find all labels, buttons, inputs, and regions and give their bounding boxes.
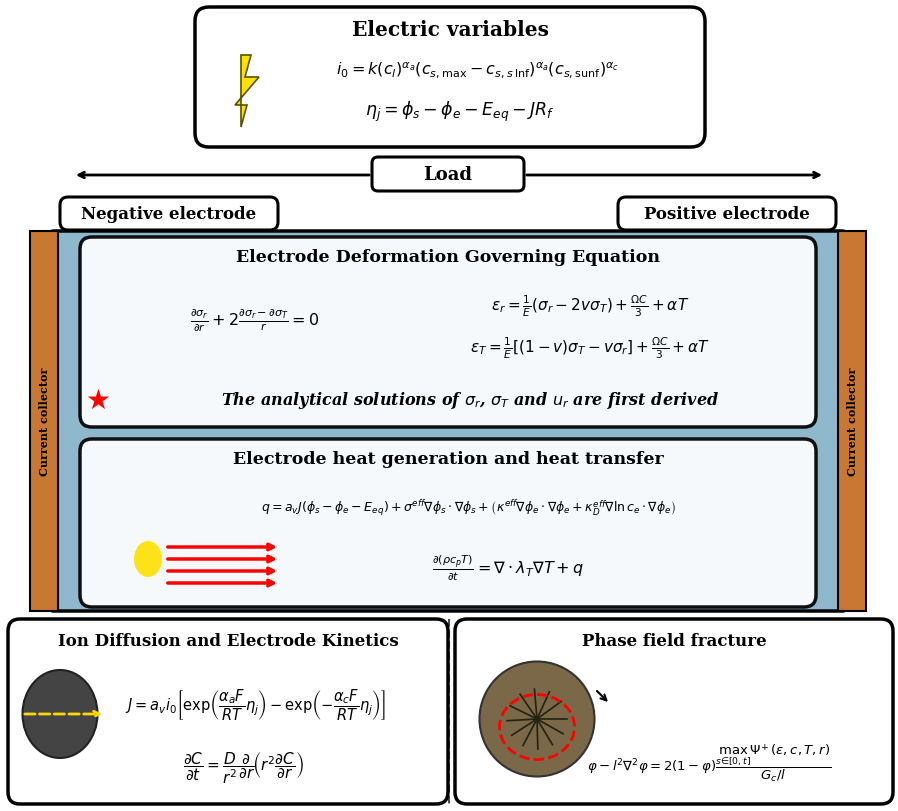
Text: $\eta_j = \phi_s - \phi_e - E_{eq} - JR_f$: $\eta_j = \phi_s - \phi_e - E_{eq} - JR_… <box>365 100 555 124</box>
Text: $\varepsilon_r = \frac{1}{E}(\sigma_r - 2v\sigma_T) + \frac{\Omega C}{3} + \alph: $\varepsilon_r = \frac{1}{E}(\sigma_r - … <box>491 293 689 319</box>
FancyBboxPatch shape <box>455 620 893 804</box>
Text: Phase field fracture: Phase field fracture <box>582 633 766 650</box>
Text: The analytical solutions of $\sigma_r$, $\sigma_T$ and $u_r$ are first derived: The analytical solutions of $\sigma_r$, … <box>221 390 719 411</box>
Text: $\frac{\partial\sigma_r}{\partial r} + 2\frac{\partial\sigma_r - \partial\sigma_: $\frac{\partial\sigma_r}{\partial r} + 2… <box>190 307 320 333</box>
Text: $J = a_v i_0 \left[\exp\!\left(\dfrac{\alpha_a F}{RT}\eta_j\right) - \exp\!\left: $J = a_v i_0 \left[\exp\!\left(\dfrac{\a… <box>126 687 387 722</box>
Bar <box>838 232 866 611</box>
FancyBboxPatch shape <box>60 198 278 230</box>
Text: $q = a_v J(\phi_s - \phi_e - E_{eq}) + \sigma^{eff}\nabla\phi_s \cdot \nabla\phi: $q = a_v J(\phi_s - \phi_e - E_{eq}) + \… <box>260 497 675 517</box>
FancyBboxPatch shape <box>618 198 836 230</box>
FancyBboxPatch shape <box>48 232 848 611</box>
Polygon shape <box>235 56 259 128</box>
FancyBboxPatch shape <box>80 238 816 427</box>
Text: Positive electrode: Positive electrode <box>644 206 810 223</box>
Bar <box>30 232 58 611</box>
FancyBboxPatch shape <box>80 440 816 607</box>
Text: $i_0 = k(c_l)^{\alpha_a}(c_{s,\max} - c_{s,s\,\mathrm{lnf}})^{\alpha_a}(c_{s,\ma: $i_0 = k(c_l)^{\alpha_a}(c_{s,\max} - c_… <box>337 60 620 79</box>
Ellipse shape <box>22 670 98 758</box>
Text: $\dfrac{\partial C}{\partial t} = \dfrac{D}{r^2}\dfrac{\partial}{\partial r}\!\l: $\dfrac{\partial C}{\partial t} = \dfrac… <box>182 749 304 785</box>
FancyBboxPatch shape <box>195 8 705 148</box>
Text: Electrode heat generation and heat transfer: Electrode heat generation and heat trans… <box>233 451 664 468</box>
Text: ★: ★ <box>85 387 110 414</box>
Text: Electric variables: Electric variables <box>351 20 549 40</box>
Text: Current collector: Current collector <box>847 367 858 475</box>
Text: $\frac{\partial(\rho c_p T)}{\partial t} = \nabla \cdot \lambda_T \nabla T + q$: $\frac{\partial(\rho c_p T)}{\partial t}… <box>432 553 584 581</box>
Ellipse shape <box>480 662 594 777</box>
Ellipse shape <box>134 541 162 577</box>
FancyBboxPatch shape <box>372 158 524 191</box>
Text: Current collector: Current collector <box>39 367 49 475</box>
Text: Ion Diffusion and Electrode Kinetics: Ion Diffusion and Electrode Kinetics <box>57 633 399 650</box>
Text: Load: Load <box>424 165 472 184</box>
Text: Electrode Deformation Governing Equation: Electrode Deformation Governing Equation <box>236 249 660 266</box>
FancyBboxPatch shape <box>8 620 448 804</box>
Text: $\varepsilon_T = \frac{1}{E}[(1-v)\sigma_T - v\sigma_r] + \frac{\Omega C}{3} + \: $\varepsilon_T = \frac{1}{E}[(1-v)\sigma… <box>470 335 710 360</box>
Text: $\varphi - l^2\nabla^2\varphi = 2(1-\varphi)\dfrac{\max_{s\in[0,t]} \Psi^+(\vare: $\varphi - l^2\nabla^2\varphi = 2(1-\var… <box>586 741 832 783</box>
Text: Negative electrode: Negative electrode <box>82 206 257 223</box>
